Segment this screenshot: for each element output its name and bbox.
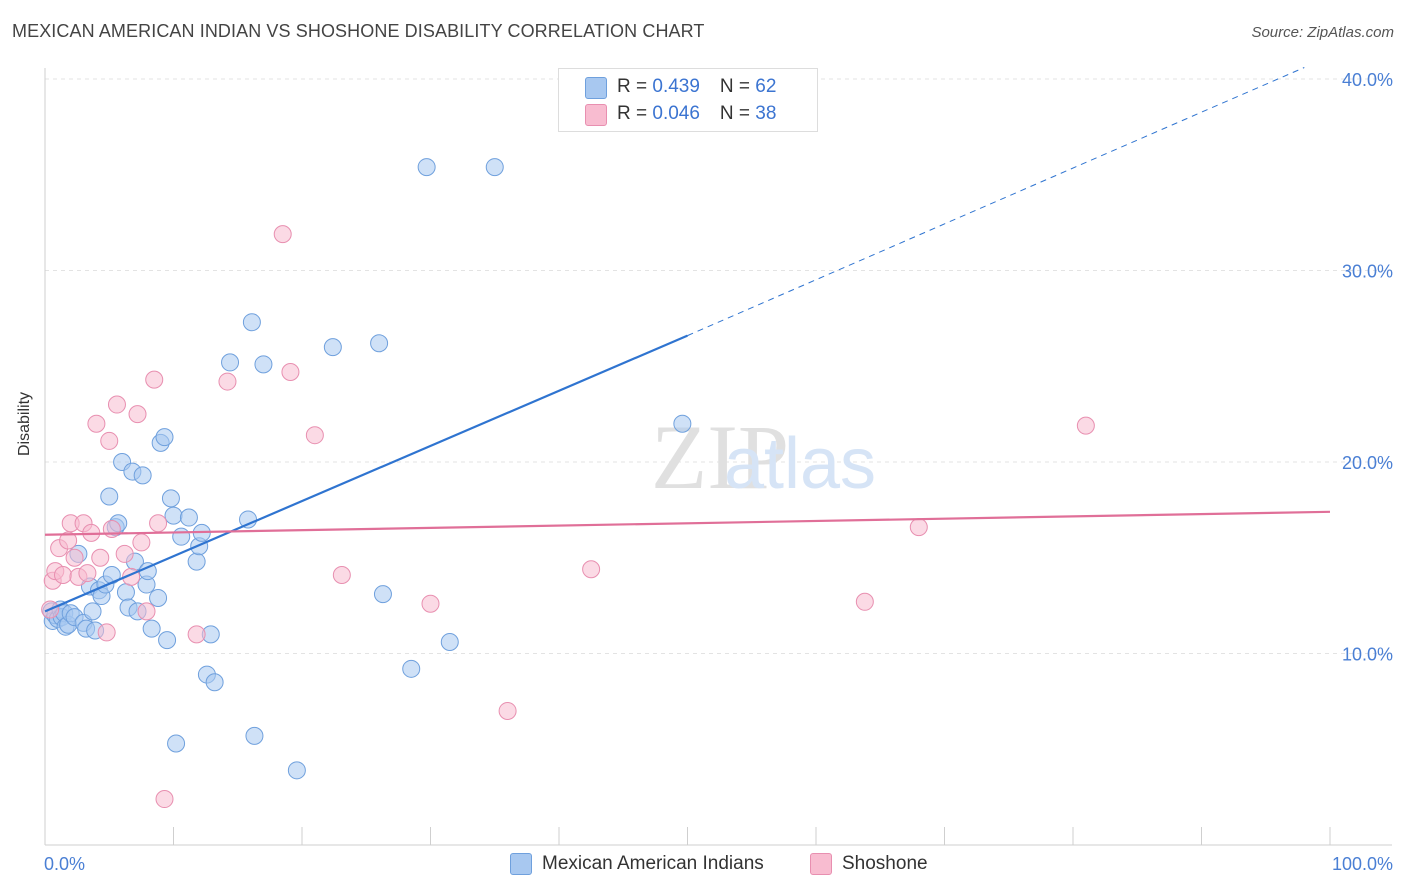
- point-shoshone: [1076, 416, 1095, 435]
- r-value: 0.439: [652, 76, 700, 97]
- point-mexican-american-indians: [116, 583, 135, 602]
- point-shoshone: [65, 548, 84, 567]
- point-shoshone: [582, 560, 601, 579]
- y-tick-label: 40.0%: [1342, 70, 1393, 90]
- point-mexican-american-indians: [172, 527, 191, 546]
- point-shoshone: [149, 514, 168, 533]
- point-mexican-american-indians: [158, 631, 177, 650]
- gridlines: [45, 78, 1392, 654]
- point-shoshone: [855, 592, 874, 611]
- point-mexican-american-indians: [373, 585, 392, 604]
- point-mexican-american-indians: [370, 334, 389, 353]
- stats-row-mexican: R = 0.439 N = 62: [585, 74, 776, 100]
- trend-line-mexican: [44, 334, 688, 613]
- y-tick-label: 30.0%: [1342, 262, 1393, 282]
- point-shoshone: [145, 370, 164, 389]
- point-mexican-american-indians: [155, 428, 174, 447]
- stats-row-shoshone: R = 0.046 N = 38: [585, 101, 776, 127]
- n-value: 62: [755, 76, 777, 97]
- point-shoshone: [53, 565, 72, 584]
- y-tick-label: 20.0%: [1342, 453, 1393, 473]
- series-swatch: [585, 77, 607, 99]
- point-mexican-american-indians: [164, 506, 183, 525]
- n-value: 38: [755, 103, 777, 124]
- point-shoshone: [59, 531, 78, 550]
- point-mexican-american-indians: [673, 414, 692, 433]
- point-shoshone: [107, 395, 126, 414]
- legend-label: Mexican American Indians: [542, 853, 764, 874]
- point-shoshone: [187, 625, 206, 644]
- n-label: N =: [719, 103, 756, 124]
- point-shoshone: [132, 533, 151, 552]
- y-tick-label: 10.0%: [1342, 645, 1393, 665]
- point-mexican-american-indians: [402, 659, 421, 678]
- point-shoshone: [78, 564, 97, 583]
- point-mexican-american-indians: [100, 487, 119, 506]
- stats-box: R = 0.439 N = 62 R = 0.046 N = 38: [558, 68, 818, 132]
- point-shoshone: [100, 431, 119, 450]
- chart-title: MEXICAN AMERICAN INDIAN VS SHOSHONE DISA…: [12, 21, 705, 41]
- point-shoshone: [218, 372, 237, 391]
- point-mexican-american-indians: [133, 466, 152, 485]
- point-mexican-american-indians: [221, 353, 240, 372]
- point-shoshone: [305, 426, 324, 445]
- point-mexican-american-indians: [417, 158, 436, 177]
- point-shoshone: [115, 544, 134, 563]
- point-mexican-american-indians: [287, 761, 306, 780]
- point-shoshone: [421, 594, 440, 613]
- trend-line-shoshone: [44, 510, 1331, 536]
- point-shoshone: [281, 362, 300, 381]
- point-shoshone: [97, 623, 116, 642]
- point-shoshone: [128, 405, 147, 424]
- point-shoshone: [137, 602, 156, 621]
- point-mexican-american-indians: [485, 158, 504, 177]
- r-label: R =: [617, 76, 653, 97]
- watermark-atlas: atlas: [724, 424, 876, 504]
- legend-swatch: [810, 853, 832, 875]
- point-mexican-american-indians: [242, 313, 261, 332]
- point-mexican-american-indians: [254, 355, 273, 374]
- point-shoshone: [87, 414, 106, 433]
- legend-item-mexican[interactable]: Mexican American Indians: [510, 852, 764, 876]
- point-shoshone: [498, 701, 517, 720]
- trend-lines: [44, 67, 1331, 613]
- x-tick-label: 100.0%: [1332, 854, 1393, 874]
- point-shoshone: [909, 518, 928, 537]
- point-shoshone: [102, 520, 121, 539]
- x-tick-label: 0.0%: [44, 854, 85, 874]
- point-mexican-american-indians: [245, 726, 264, 745]
- legend-item-shoshone[interactable]: Shoshone: [810, 852, 928, 876]
- data-points: [41, 158, 1095, 809]
- n-label: N =: [719, 76, 756, 97]
- point-mexican-american-indians: [205, 673, 224, 692]
- point-shoshone: [332, 565, 351, 584]
- legend-label: Shoshone: [842, 853, 928, 874]
- point-mexican-american-indians: [83, 602, 102, 621]
- point-mexican-american-indians: [440, 633, 459, 652]
- r-value: 0.046: [652, 103, 700, 124]
- point-shoshone: [155, 790, 174, 809]
- series-swatch: [585, 104, 607, 126]
- axes: [44, 68, 1392, 846]
- tick-labels: 10.0% 20.0% 30.0% 40.0% 0.0% 100.0%: [44, 70, 1393, 874]
- r-label: R =: [617, 103, 653, 124]
- point-shoshone: [273, 225, 292, 244]
- point-mexican-american-indians: [179, 508, 198, 527]
- point-mexican-american-indians: [187, 552, 206, 571]
- point-mexican-american-indians: [167, 734, 186, 753]
- source-label: Source: ZipAtlas.com: [1251, 24, 1394, 41]
- point-mexican-american-indians: [161, 489, 180, 508]
- point-mexican-american-indians: [149, 588, 168, 607]
- trend-line-extension: [687, 67, 1305, 337]
- point-shoshone: [91, 548, 110, 567]
- legend-swatch: [510, 853, 532, 875]
- point-mexican-american-indians: [142, 619, 161, 638]
- point-mexican-american-indians: [323, 338, 342, 357]
